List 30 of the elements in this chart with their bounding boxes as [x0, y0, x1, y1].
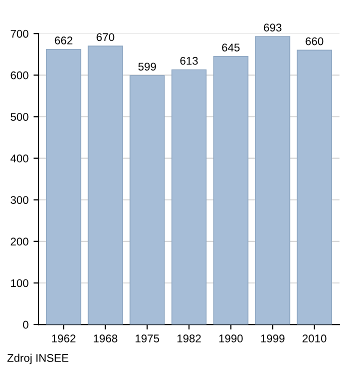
data-label: 645	[222, 44, 240, 52]
bar	[255, 36, 290, 325]
y-tick-label: 0	[23, 320, 28, 329]
data-label: 670	[96, 33, 114, 42]
y-tick-label: 300	[10, 196, 28, 204]
x-tick-label: 1999	[261, 334, 284, 342]
text: Zdroj INSEE	[7, 354, 68, 364]
x-tick-label: 1982	[177, 334, 201, 342]
y-tick-label: 500	[10, 112, 28, 121]
data-label: 660	[306, 37, 324, 46]
x-tick-label: 2010	[302, 334, 326, 342]
y-tick-label: 100	[11, 279, 28, 288]
x-tick-label: 1968	[94, 334, 118, 342]
data-label: 599	[138, 62, 156, 71]
data-label: 662	[54, 36, 72, 44]
y-tick-label: 200	[10, 238, 28, 246]
bar	[171, 69, 207, 325]
y-tick-label: 400	[10, 154, 28, 162]
data-label: 613	[180, 56, 198, 65]
x-tick-label: 1990	[219, 334, 243, 342]
bar	[130, 75, 165, 325]
data-label: 693	[264, 24, 282, 32]
bar	[88, 46, 123, 325]
y-tick-label: 600	[10, 71, 28, 80]
bar	[46, 48, 82, 325]
bar	[213, 56, 248, 325]
y-tick-label: 700	[10, 30, 28, 38]
x-tick-label: 1962	[52, 334, 76, 342]
bar	[296, 50, 332, 325]
x-tick-label: 1975	[136, 334, 160, 342]
